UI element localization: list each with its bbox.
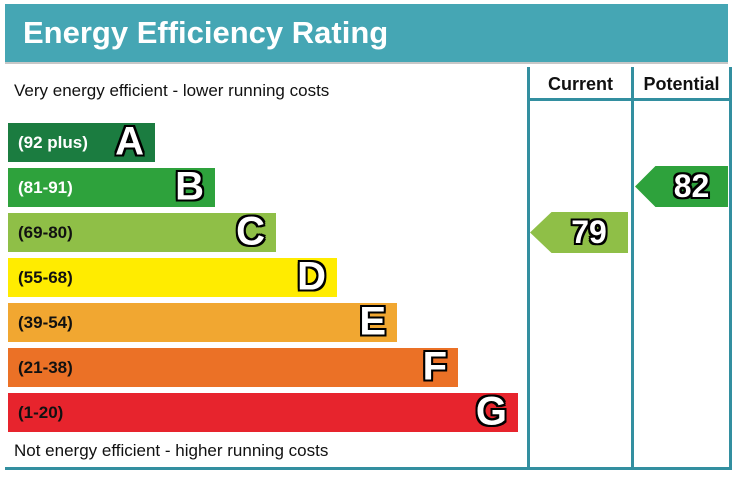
- band-g-range: (1-20): [18, 402, 64, 422]
- band-d-letter: D: [297, 254, 326, 299]
- band-a-letter: A: [115, 119, 144, 164]
- potential-rating-arrow: 82: [635, 166, 728, 207]
- band-e-letter: E: [359, 299, 386, 344]
- band-a-range: (92 plus): [18, 132, 88, 152]
- band-c-range: (69-80): [18, 222, 73, 242]
- band-d-range: (55-68): [18, 267, 73, 287]
- band-e-range: (39-54): [18, 312, 73, 332]
- band-f: (21-38) F: [8, 344, 458, 389]
- potential-rating-value: 82: [673, 168, 710, 204]
- column-header-potential: Potential: [643, 74, 720, 94]
- band-g: (1-20) G: [8, 389, 518, 434]
- caption-efficient: Very energy efficient - lower running co…: [14, 81, 330, 100]
- band-d: (55-68) D: [8, 254, 337, 299]
- current-rating-arrow: 79: [530, 212, 628, 253]
- divider-current-left: [527, 67, 530, 470]
- divider-right-border: [729, 67, 732, 470]
- band-b-letter: B: [175, 164, 204, 209]
- band-f-range: (21-38): [18, 357, 73, 377]
- band-b-range: (81-91): [18, 177, 73, 197]
- caption-not-efficient: Not energy efficient - higher running co…: [14, 441, 329, 460]
- band-b: (81-91) B: [8, 164, 215, 209]
- page-title: Energy Efficiency Rating: [5, 4, 728, 62]
- rating-bands: (92 plus) A (81-91) B (69-80) C (55-68) …: [8, 119, 518, 434]
- band-c-letter: C: [236, 209, 265, 254]
- band-f-letter: F: [422, 344, 447, 389]
- bottom-border: [5, 467, 732, 470]
- band-g-letter: G: [475, 389, 507, 434]
- band-a: (92 plus) A: [8, 119, 155, 164]
- header-underline: [527, 98, 732, 101]
- band-c: (69-80) C: [8, 209, 276, 254]
- column-header-current: Current: [547, 74, 613, 94]
- band-e: (39-54) E: [8, 299, 397, 344]
- current-rating-value: 79: [571, 214, 607, 250]
- divider-current-potential: [631, 67, 634, 470]
